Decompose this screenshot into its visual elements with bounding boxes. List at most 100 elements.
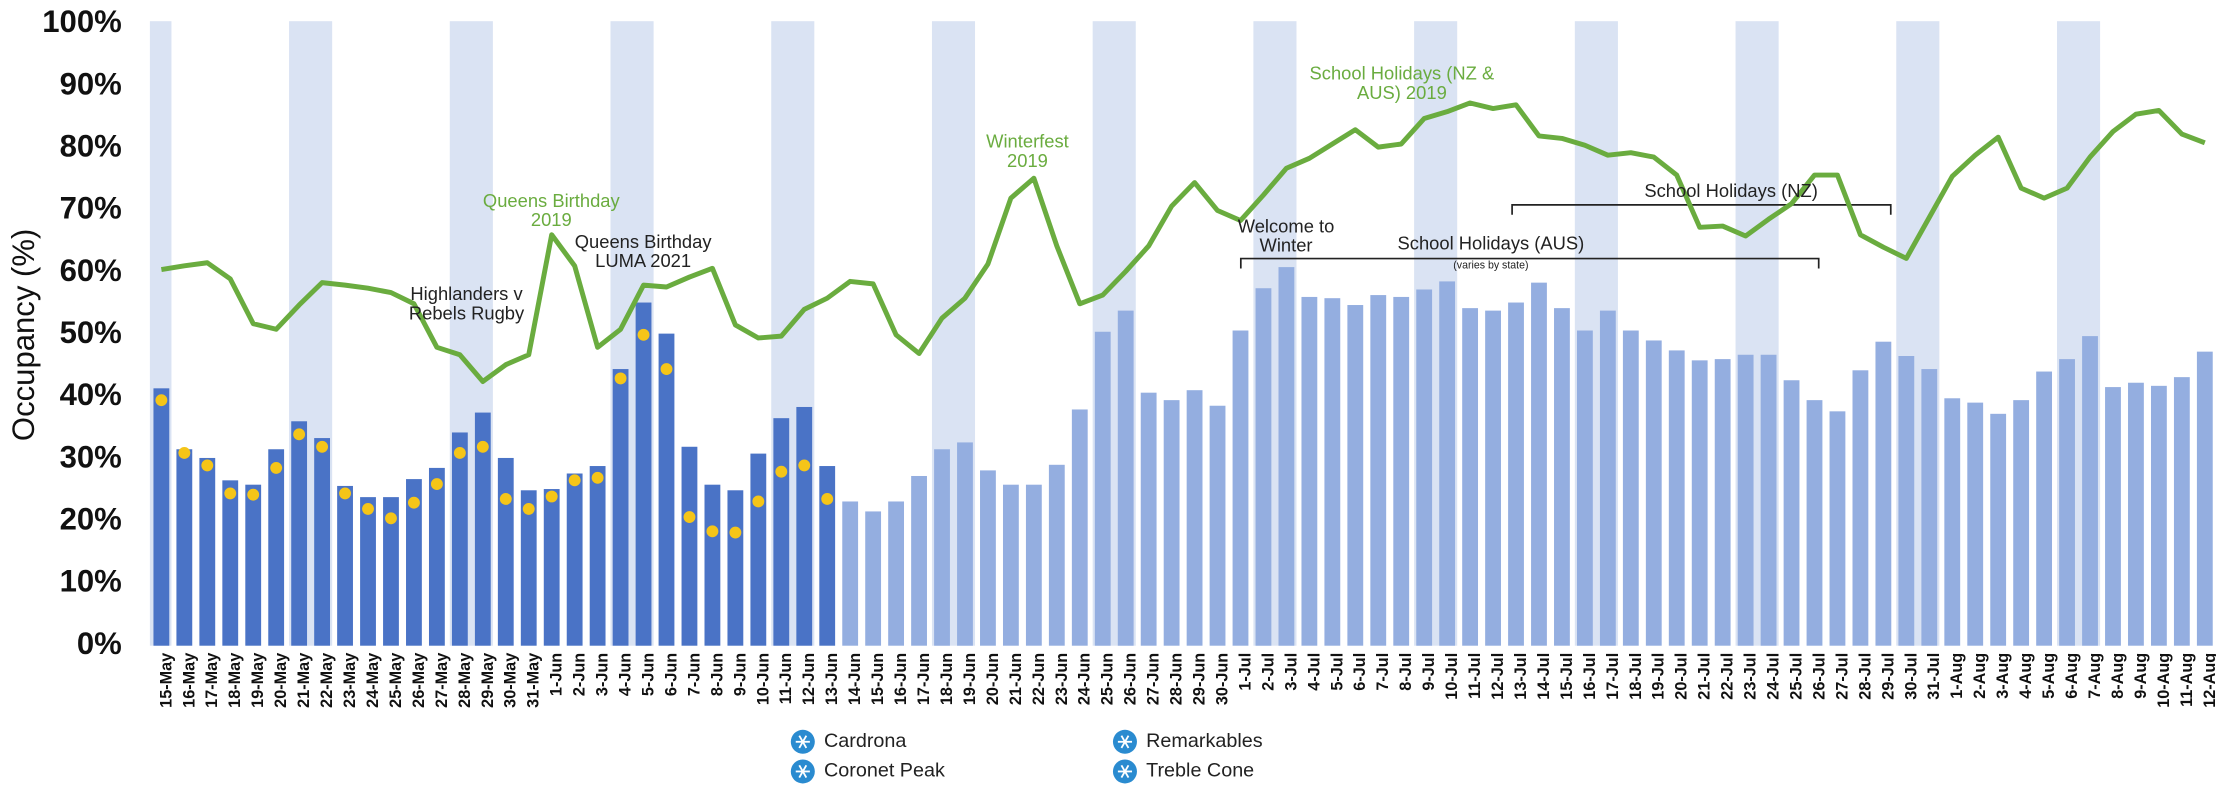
- annotation: Queens Birthday: [483, 190, 621, 211]
- snowflake-arm: [798, 735, 808, 749]
- bar: [1462, 308, 1479, 646]
- snowflake-arm: [798, 764, 808, 779]
- bar: [1094, 331, 1111, 646]
- x-tick-label: 19-May: [249, 653, 267, 708]
- bar: [497, 457, 514, 646]
- dot: [453, 447, 466, 459]
- x-tick-label: 12-Jun: [800, 653, 818, 705]
- bar: [428, 467, 445, 646]
- dot: [293, 428, 306, 441]
- x-tick-label: 13-Jun: [823, 653, 841, 705]
- line: [160, 100, 2206, 384]
- bar: [1599, 310, 1616, 646]
- bar: [1760, 354, 1777, 646]
- x-tick-label: 29-May: [479, 653, 497, 708]
- bar: [1186, 390, 1203, 646]
- bar: [383, 497, 399, 646]
- snowflake-arm: [1120, 735, 1130, 749]
- x-tick-label: 11-Aug: [2178, 653, 2196, 707]
- x-tick-label: 23-May: [341, 653, 359, 708]
- annotation: Highlanders v: [410, 283, 523, 304]
- x-tick-label: 10-Jul: [1443, 653, 1461, 700]
- y-tick-label: 0%: [77, 626, 122, 661]
- dot: [430, 478, 443, 491]
- bar: [1508, 302, 1524, 646]
- bar: [865, 511, 882, 646]
- bar: [1531, 282, 1547, 646]
- annotation: School Holidays (AUS): [1398, 232, 1585, 253]
- x-tick-label: 28-Jun: [1168, 653, 1186, 705]
- x-tick-label: 7-Jul: [1374, 653, 1392, 691]
- bar: [842, 501, 859, 646]
- bar: [1370, 295, 1387, 646]
- annotation: AUS) 2019: [1357, 82, 1447, 103]
- dot: [683, 511, 696, 523]
- dot: [568, 474, 581, 487]
- bar: [474, 412, 491, 646]
- bar: [1783, 380, 1800, 646]
- x-tick-label: 19-Jul: [1650, 653, 1668, 700]
- annotation: (varies by state): [1453, 259, 1528, 271]
- x-tick-label: 16-May: [180, 653, 198, 708]
- x-tick-label: 3-Jul: [1282, 653, 1300, 691]
- x-tick-label: 12-Jul: [1489, 653, 1507, 700]
- bar: [1875, 341, 1892, 646]
- x-tick-label: 3-Aug: [1994, 653, 2012, 699]
- bar: [1944, 398, 1961, 646]
- bracket-nz: [1511, 204, 1892, 215]
- x-tick-label: 4-Aug: [2017, 653, 2035, 699]
- bar: [1117, 310, 1134, 646]
- legend-icon: [1112, 759, 1137, 784]
- y-tick-label: 50%: [60, 315, 122, 350]
- bar: [635, 302, 652, 646]
- bracket-aus: [1239, 257, 1820, 269]
- dot: [798, 459, 811, 472]
- dot: [591, 471, 604, 484]
- bar: [2013, 400, 2030, 646]
- dot: [729, 526, 742, 539]
- x-tick-label: 1-Aug: [1948, 653, 1966, 699]
- bar: [750, 453, 767, 646]
- x-tick-label: 15-Jun: [869, 653, 887, 705]
- bar: [176, 449, 193, 646]
- bar: [337, 485, 353, 646]
- dot: [775, 465, 788, 478]
- y-tick-label: 70%: [60, 191, 122, 226]
- bar: [1025, 484, 1042, 646]
- bar: [1347, 305, 1364, 646]
- bar: [1806, 400, 1823, 646]
- bar: [2128, 382, 2144, 646]
- x-tick-label: 8-Jun: [708, 653, 726, 696]
- bar: [1232, 330, 1249, 646]
- dot: [821, 493, 834, 505]
- x-tick-label: 11-Jun: [777, 653, 795, 704]
- brackets: [1239, 204, 1892, 269]
- bar: [1990, 413, 2007, 646]
- bar: [1140, 392, 1157, 646]
- y-axis-label: Occupancy (%): [6, 229, 41, 441]
- bar: [1071, 409, 1088, 646]
- bar: [819, 466, 836, 646]
- bar: [727, 490, 744, 646]
- bar: [1393, 296, 1410, 646]
- x-tick-label: 26-May: [410, 653, 428, 708]
- x-tick-label: 6-Jun: [662, 653, 680, 696]
- dot: [155, 394, 168, 407]
- x-tick-label: 1-Jun: [548, 653, 566, 696]
- bar: [796, 406, 813, 646]
- bar: [2150, 385, 2167, 646]
- y-tick-label: 20%: [60, 502, 122, 537]
- bar: [360, 497, 376, 646]
- x-tick-label: 17-Jul: [1604, 653, 1622, 700]
- bar: [1714, 359, 1731, 646]
- x-tick-label: 22-May: [318, 653, 336, 708]
- x-tick-label: 22-Jul: [1719, 653, 1737, 700]
- dot: [752, 495, 765, 508]
- x-tick-label: 25-Jun: [1099, 653, 1117, 705]
- x-tick-label: 19-Jun: [961, 653, 979, 705]
- bar: [520, 490, 537, 646]
- dot: [408, 496, 420, 509]
- bar: [1898, 356, 1915, 646]
- bar: [612, 369, 629, 646]
- x-tick-label: 21-May: [295, 653, 313, 708]
